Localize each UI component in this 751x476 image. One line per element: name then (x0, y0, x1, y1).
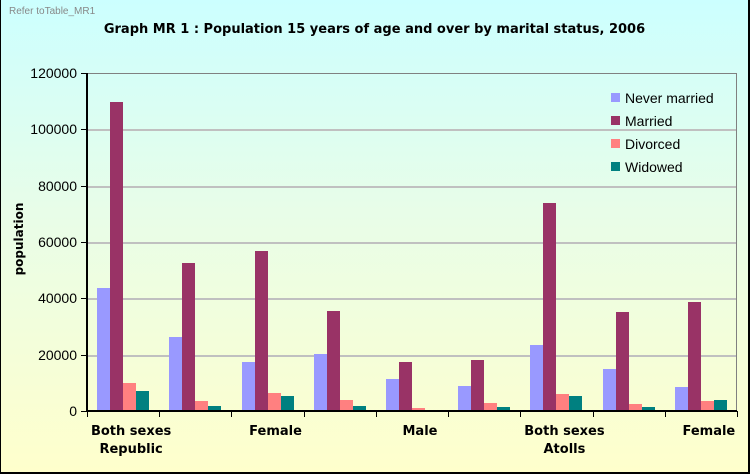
legend-label: Married (625, 112, 673, 129)
bar-divorced (484, 403, 498, 411)
bar-widowed (713, 400, 727, 411)
y-tick-label: 80000 (38, 177, 77, 194)
bar-divorced (267, 392, 281, 411)
gridline (87, 354, 736, 357)
y-tick (81, 298, 87, 300)
gridline (87, 185, 736, 188)
gridline (87, 298, 736, 301)
bar-never-married (241, 362, 255, 411)
y-tick (81, 242, 87, 243)
bar-married (326, 310, 340, 411)
bar-never-married (97, 287, 111, 411)
plot-area (87, 73, 737, 411)
bar-divorced (412, 407, 425, 411)
x-tick (87, 411, 88, 417)
table-reference-note: Refer toTable_MR1 (9, 6, 96, 17)
legend-item: Widowed (611, 155, 714, 178)
bar-divorced (556, 394, 570, 411)
x-tick (520, 411, 522, 417)
legend-item: Married (611, 109, 714, 132)
bar-married (399, 362, 412, 411)
bar-married (543, 202, 557, 411)
y-tick-label: 40000 (38, 290, 77, 307)
y-tick-label: 20000 (38, 346, 77, 363)
bar-widowed (352, 405, 366, 411)
bar-never-married (386, 378, 399, 411)
bar-never-married (602, 369, 616, 411)
legend-swatch-icon (611, 139, 620, 148)
x-tick-label: Both sexes Republic (90, 424, 172, 457)
bar-widowed (497, 407, 511, 411)
bar-widowed (641, 407, 655, 411)
x-tick-label: Female (682, 424, 736, 439)
x-tick (592, 411, 594, 417)
x-tick (664, 411, 666, 417)
x-tick (303, 411, 305, 417)
bar-widowed (208, 405, 222, 411)
y-tick-label: 120000 (30, 65, 77, 81)
bar-married (615, 311, 629, 411)
chart-title: Graph MR 1 : Population 15 years of age … (103, 22, 646, 37)
y-tick-label: 60000 (38, 234, 77, 250)
bar-married (471, 360, 485, 411)
bar-married (687, 301, 701, 411)
legend-swatch-icon (611, 116, 620, 125)
x-tick (737, 411, 738, 417)
bar-widowed (136, 391, 150, 411)
bar-divorced (339, 400, 353, 411)
bar-divorced (700, 400, 714, 411)
y-tick (81, 185, 87, 187)
x-tick (231, 411, 233, 417)
bar-divorced (123, 382, 137, 411)
bar-married (182, 262, 196, 411)
y-tick (81, 129, 87, 131)
legend-label: Divorced (625, 135, 681, 152)
bar-widowed (280, 396, 294, 411)
y-tick (81, 411, 87, 412)
bar-married (110, 102, 124, 411)
bar-never-married (313, 353, 327, 411)
x-tick-label: Both sexes Atolls (524, 424, 605, 457)
bar-married (254, 250, 268, 411)
y-tick-label: 0 (69, 403, 77, 419)
bar-never-married (458, 385, 472, 411)
bar-divorced (195, 401, 209, 411)
y-tick (81, 354, 87, 356)
gridline (87, 129, 736, 132)
x-tick (159, 411, 161, 417)
y-tick-label: 100000 (30, 121, 77, 138)
legend-item: Divorced (611, 132, 714, 155)
legend-item: Never married (611, 86, 714, 109)
y-axis-line (86, 73, 88, 412)
x-axis-line (86, 410, 737, 412)
y-tick (81, 73, 87, 74)
bar-never-married (169, 336, 183, 411)
bar-never-married (530, 344, 544, 411)
x-tick-label: Female (249, 424, 302, 439)
x-tick (375, 411, 377, 417)
bar-widowed (569, 396, 583, 411)
bar-divorced (628, 403, 642, 411)
x-tick (448, 411, 450, 417)
legend-swatch-icon (611, 93, 620, 102)
legend-swatch-icon (611, 162, 620, 171)
x-tick-label: Male (402, 424, 438, 439)
legend-label: Never married (625, 89, 714, 106)
gridline (87, 242, 736, 244)
legend: Never married Married Divorced Widowed (611, 86, 714, 178)
bar-never-married (674, 387, 688, 411)
legend-label: Widowed (625, 158, 683, 175)
